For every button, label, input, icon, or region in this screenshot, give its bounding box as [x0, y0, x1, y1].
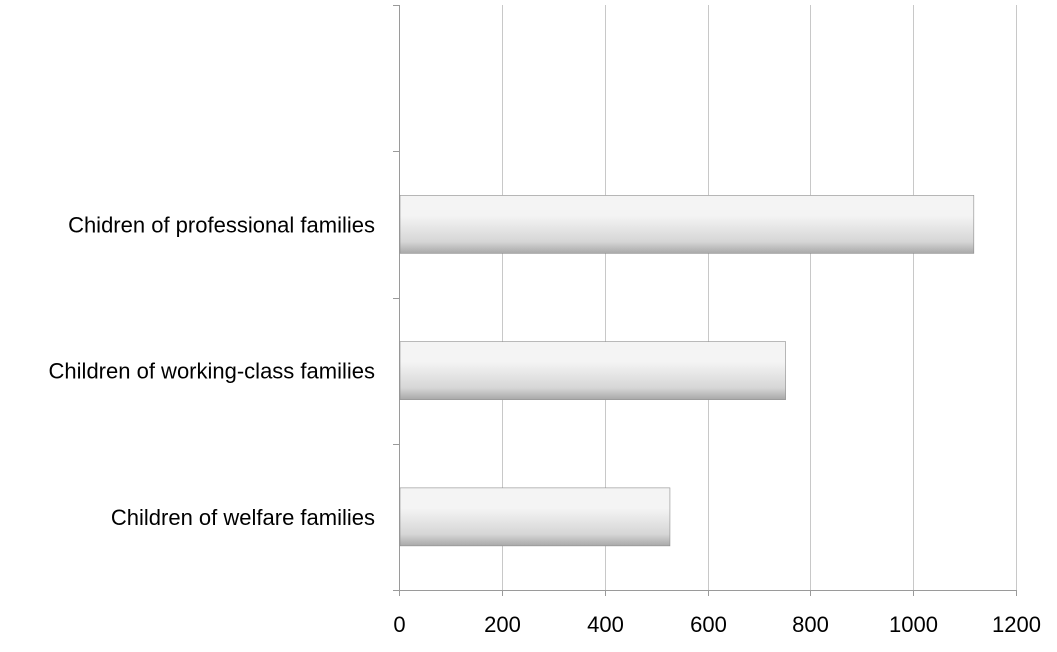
x-tick-label: 800 — [792, 612, 829, 637]
x-tick-label: 0 — [393, 612, 405, 637]
category-label: Children of welfare families — [111, 505, 375, 530]
x-tick-label: 1200 — [992, 612, 1041, 637]
x-tick-label: 400 — [587, 612, 624, 637]
category-label: Children of working-class families — [49, 359, 375, 384]
axes — [393, 5, 1016, 591]
bars — [399, 195, 975, 547]
category-label: Chidren of professional families — [68, 212, 375, 237]
bar — [399, 341, 786, 400]
bar — [399, 195, 975, 254]
x-tick-label: 1000 — [889, 612, 938, 637]
x-tick-label: 200 — [484, 612, 521, 637]
category-labels: Chidren of professional families Children… — [49, 212, 375, 530]
bar — [399, 487, 671, 547]
x-tick-labels: 0 200 400 600 800 1000 1200 — [393, 612, 1041, 637]
x-tick-label: 600 — [690, 612, 727, 637]
